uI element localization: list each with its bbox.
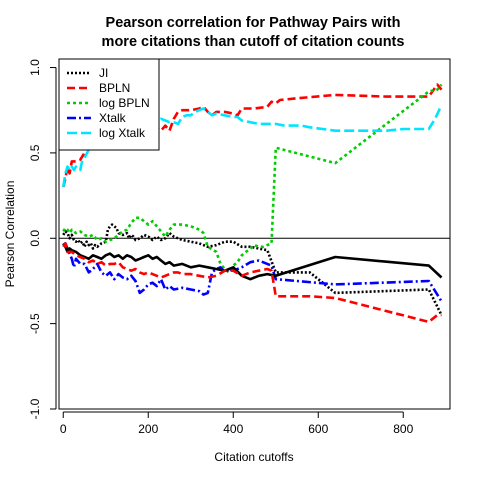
y-tick-label-0: -1.0 xyxy=(28,398,42,419)
legend-label-0: JI xyxy=(99,66,108,80)
chart-title-line-1: Pearson correlation for Pathway Pairs wi… xyxy=(106,15,401,31)
x-tick-label-2: 400 xyxy=(223,422,243,436)
x-axis-label: Citation cutoffs xyxy=(214,450,293,464)
series-line-3 xyxy=(62,242,443,303)
chart-title-line-2: more citations than cutoff of citation c… xyxy=(102,34,405,50)
y-tick-label-1: -0.5 xyxy=(28,313,42,334)
legend-label-2: log BPLN xyxy=(99,96,150,110)
series-line-6 xyxy=(62,242,442,324)
legend-label-4: log Xtalk xyxy=(99,126,146,140)
plot-frame xyxy=(58,58,451,410)
x-tick-label-4: 800 xyxy=(393,422,413,436)
y-axis: -1.0 -0.5 0.0 0.5 1.0 xyxy=(28,59,57,419)
y-tick-label-3: 0.5 xyxy=(28,144,42,161)
series-line-5 xyxy=(62,242,443,281)
x-axis: 0 200 400 600 800 xyxy=(60,411,414,436)
x-tick-label-3: 600 xyxy=(308,422,328,436)
x-tick-label-0: 0 xyxy=(60,422,67,436)
y-axis-label: Pearson Correlation xyxy=(3,181,17,288)
x-tick-label-1: 200 xyxy=(138,422,158,436)
y-tick-label-2: 0.0 xyxy=(28,230,42,247)
y-tick-label-4: 1.0 xyxy=(28,59,42,76)
legend-label-3: Xtalk xyxy=(99,111,127,125)
legend-label-1: BPLN xyxy=(99,81,130,95)
series-line-4 xyxy=(62,104,443,188)
series-line-2 xyxy=(62,83,443,274)
series-line-1 xyxy=(62,83,443,188)
series-line-0 xyxy=(62,223,443,316)
series-layer xyxy=(62,83,443,324)
